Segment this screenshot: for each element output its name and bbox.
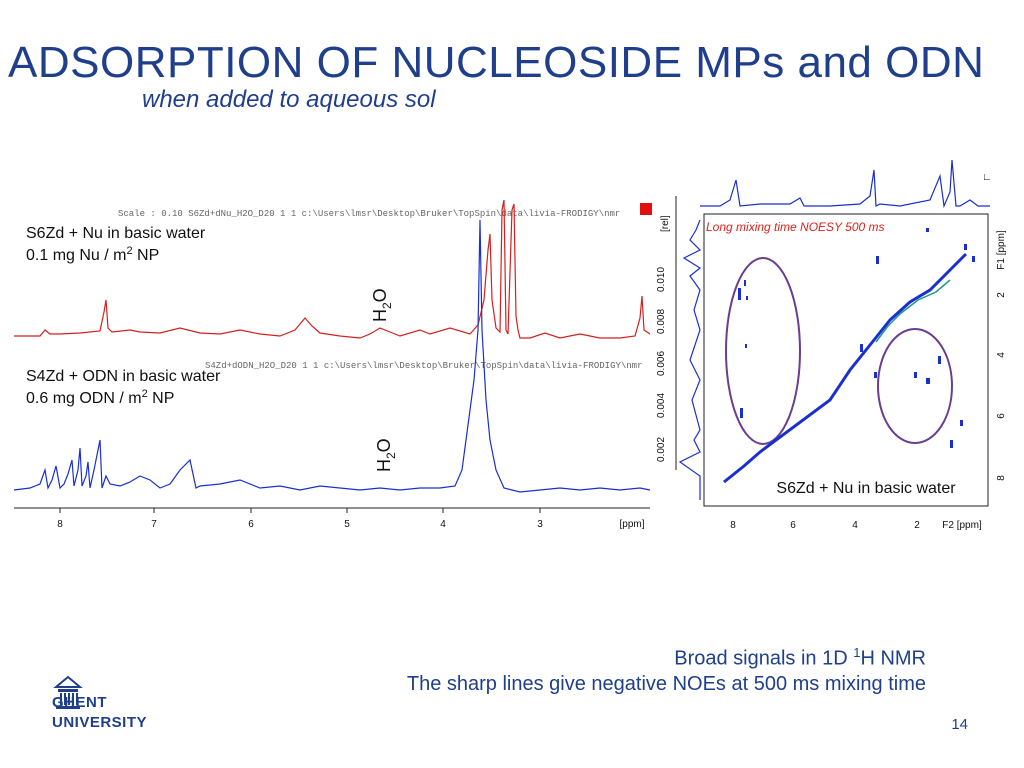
svg-text:6: 6 <box>996 413 1007 419</box>
noesy-header: Long mixing time NOESY 500 ms <box>706 220 885 234</box>
svg-text:4: 4 <box>852 520 858 531</box>
logo-text-line1: GHENT <box>52 694 107 711</box>
top-spectrum-trace <box>14 199 651 339</box>
svg-text:6: 6 <box>790 520 796 531</box>
bottom-spectrum-header: S4Zd+dODN_H2O_D20 1 1 c:\Users\lmsr\Desk… <box>205 361 642 371</box>
x-axis-ticks: 8 7 6 5 4 3 [ppm] <box>57 508 645 530</box>
noesy-highlight-ellipse-right <box>877 328 953 444</box>
svg-text:∟: ∟ <box>982 172 992 183</box>
intensity-tick-0002: 0.002 <box>656 437 667 462</box>
ghent-university-building-icon <box>53 675 83 709</box>
noesy-sample-label: S6Zd + Nu in basic water <box>776 480 956 497</box>
slide-title: ADSORPTION OF NUCLEOSIDE MPs and ODN <box>8 38 985 87</box>
svg-text:4: 4 <box>996 352 1007 358</box>
bottom-sample-label-line2: 0.6 mg ODN / m2 NP <box>26 388 174 407</box>
noesy-f1-projection <box>678 219 702 500</box>
noesy-f2-axis: 8 6 4 2 F2 [ppm] <box>730 520 982 531</box>
svg-text:H2O: H2O <box>374 438 398 472</box>
intensity-tick-0006: 0.006 <box>656 351 667 376</box>
slide-subtitle: when added to aqueous sol <box>142 86 436 113</box>
svg-text:H2O: H2O <box>370 288 394 322</box>
water-label-bottom: H2O <box>374 438 398 472</box>
noesy-f1-axis: F1 [ppm] 2 4 6 8 <box>996 230 1007 481</box>
noesy-f2-projection <box>700 159 990 209</box>
intensity-tick-0010: 0.010 <box>656 267 667 292</box>
noesy-f2-unit: F2 [ppm] <box>942 520 982 531</box>
x-axis-unit: [ppm] <box>619 519 644 530</box>
svg-text:2: 2 <box>996 292 1007 298</box>
intensity-unit: [rel] <box>660 215 671 232</box>
spectrum-1d-panel: Scale : 0.10 S6Zd+dNu_H2O_D20 1 1 c:\Use… <box>13 196 677 530</box>
noesy-panel: ∟ Long mixing time NOESY 500 ms S6Zd + N… <box>678 159 1007 531</box>
intensity-tick-0004: 0.004 <box>656 393 667 418</box>
x-tick-5: 5 <box>344 519 350 530</box>
top-sample-label-line2: 0.1 mg Nu / m2 NP <box>26 245 159 264</box>
slide-number: 14 <box>951 716 968 733</box>
red-marker <box>640 203 652 215</box>
svg-text:8: 8 <box>730 520 736 531</box>
noesy-highlight-ellipse-left <box>725 257 801 445</box>
top-sample-label-line1: S6Zd + Nu in basic water <box>26 225 206 242</box>
x-tick-8: 8 <box>57 519 63 530</box>
noesy-diagonal-teal <box>875 279 951 343</box>
noesy-peaks <box>738 228 975 448</box>
noesy-diagonal <box>723 252 968 484</box>
water-label-top: H2O <box>370 288 394 322</box>
intensity-axis: [rel] 0.002 0.004 0.006 0.008 0.010 <box>656 196 677 470</box>
x-tick-6: 6 <box>248 519 254 530</box>
bottom-spectrum-trace <box>13 219 651 493</box>
logo-text-line2: UNIVERSITY <box>52 714 148 731</box>
x-tick-4: 4 <box>440 519 446 530</box>
x-tick-7: 7 <box>151 519 157 530</box>
footer-line-2: The sharp lines give negative NOEs at 50… <box>406 673 926 695</box>
intensity-tick-0008: 0.008 <box>656 309 667 334</box>
footer-line-1: Broad signals in 1D 1H NMR <box>674 645 926 670</box>
svg-text:2: 2 <box>914 520 920 531</box>
top-spectrum-header: Scale : 0.10 S6Zd+dNu_H2O_D20 1 1 c:\Use… <box>118 209 620 219</box>
noesy-f1-unit: F1 [ppm] <box>996 230 1007 270</box>
bottom-sample-label-line1: S4Zd + ODN in basic water <box>26 368 221 385</box>
x-tick-3: 3 <box>537 519 543 530</box>
svg-text:8: 8 <box>996 475 1007 481</box>
